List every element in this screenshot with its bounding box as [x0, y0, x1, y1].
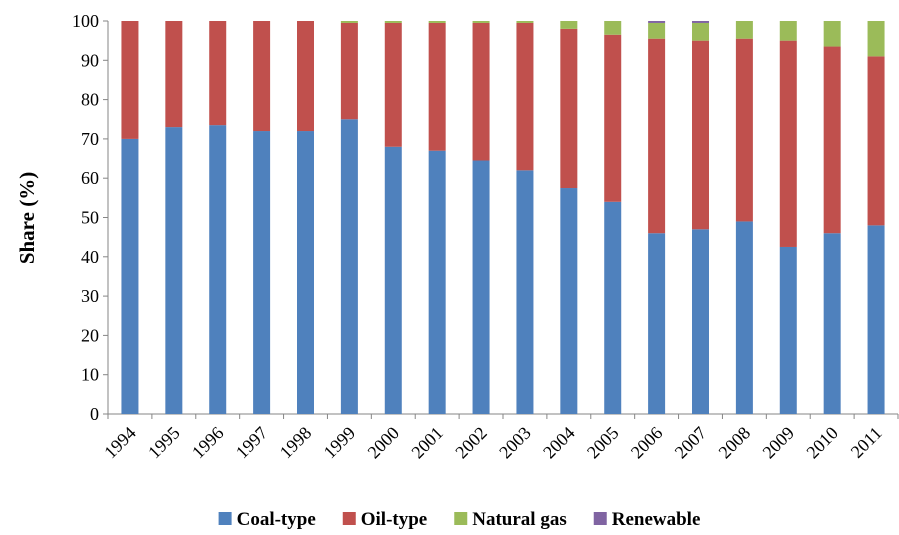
bar-segment-coal-type [384, 146, 402, 414]
bar-segment-oil-type [165, 21, 183, 128]
legend-swatch [218, 512, 232, 525]
bar-segment-natural-gas [472, 21, 490, 23]
bar-segment-oil-type [253, 21, 271, 132]
bar-segment-coal-type [253, 131, 271, 415]
bar-segment-oil-type [297, 21, 314, 132]
y-tick-label: 70 [81, 129, 99, 149]
bar-segment-coal-type [428, 150, 446, 414]
x-tick-label: 2008 [715, 423, 755, 463]
y-tick-label: 80 [81, 90, 99, 110]
x-tick-label: 2000 [364, 423, 404, 463]
bar-segment-oil-type [209, 21, 227, 126]
x-tick-label: 2002 [451, 423, 491, 463]
y-tick-label: 60 [81, 168, 99, 188]
bar-segment-natural-gas [735, 21, 753, 39]
bar-segment-oil-type [560, 28, 578, 189]
bar-segment-oil-type [384, 22, 402, 147]
legend-label: Natural gas [472, 509, 566, 530]
bar-segment-natural-gas [779, 21, 797, 41]
bar-segment-coal-type [823, 233, 841, 414]
x-tick-label: 1995 [144, 423, 184, 463]
bar-segment-coal-type [297, 131, 314, 415]
bar-segment-oil-type [867, 56, 885, 226]
bar-segment-coal-type [209, 125, 227, 415]
bar-segment-oil-type [604, 34, 622, 202]
legend-swatch [454, 512, 468, 525]
bar-segment-oil-type [472, 22, 490, 161]
bar-segment-natural-gas [516, 21, 534, 23]
bar-segment-oil-type [340, 22, 358, 120]
y-tick-label: 20 [81, 325, 99, 345]
x-tick-label: 2007 [671, 423, 711, 463]
bar-segment-renewable [692, 21, 709, 23]
x-axis-ticks: 1994 1995 1996 1997 1998 1999 2000 2001 2002 2003… [100, 414, 899, 463]
bar-segment-coal-type [867, 225, 885, 414]
bar-segment-natural-gas [648, 22, 666, 39]
bar-segment-oil-type [121, 21, 139, 139]
x-tick-label: 2004 [539, 423, 579, 463]
y-tick-label: 10 [81, 365, 99, 385]
y-tick-label: 0 [90, 404, 99, 424]
bar-segment-coal-type [340, 119, 358, 414]
x-tick-label: 1997 [232, 423, 272, 463]
bar-segment-coal-type [735, 221, 753, 414]
y-axis-ticks: 0 10 20 30 40 50 60 70 80 90 100 [72, 11, 108, 424]
bar-segment-oil-type [648, 38, 666, 234]
y-axis-title: Share (%) [15, 172, 39, 264]
x-tick-label: 2011 [847, 423, 886, 462]
bar-segment-natural-gas [867, 21, 885, 57]
y-tick-label: 50 [81, 208, 99, 228]
bar-segment-natural-gas [340, 21, 358, 23]
bar-segment-coal-type [648, 233, 666, 414]
bar-segment-natural-gas [604, 21, 622, 35]
bar-segment-coal-type [560, 188, 578, 414]
y-tick-label: 30 [81, 286, 99, 306]
bar-segment-coal-type [604, 201, 622, 414]
bar-segment-oil-type [735, 38, 753, 222]
bar-segment-coal-type [165, 127, 183, 415]
x-tick-label: 2001 [407, 423, 447, 463]
legend: Coal-type Oil-type Natural gas Renewable [218, 509, 701, 530]
y-tick-label: 40 [81, 247, 99, 267]
bar-segment-oil-type [823, 46, 841, 234]
x-tick-label: 2005 [583, 423, 623, 463]
bar-segment-coal-type [516, 170, 534, 414]
bar-segment-oil-type [516, 22, 534, 171]
bar-segment-natural-gas [384, 21, 402, 23]
legend-swatch [593, 512, 607, 525]
legend-label: Coal-type [237, 509, 316, 530]
y-tick-label: 90 [81, 50, 99, 70]
bar-segment-oil-type [428, 22, 446, 151]
bar-series [121, 21, 885, 415]
bar-segment-coal-type [692, 229, 709, 414]
y-tick-label: 100 [72, 11, 99, 31]
legend-swatch [342, 512, 356, 525]
x-tick-label: 1998 [276, 423, 316, 463]
bar-segment-natural-gas [428, 21, 446, 23]
bar-segment-oil-type [692, 40, 709, 230]
bar-segment-coal-type [472, 160, 490, 414]
legend-label: Renewable [612, 509, 701, 530]
x-tick-label: 1996 [188, 423, 228, 463]
bar-segment-natural-gas [823, 21, 841, 47]
bar-segment-coal-type [779, 246, 797, 414]
x-tick-label: 2006 [627, 423, 667, 463]
legend-label: Oil-type [361, 509, 428, 530]
x-tick-label: 2009 [759, 423, 799, 463]
bar-segment-renewable [648, 21, 666, 23]
x-tick-label: 2003 [495, 423, 535, 463]
bar-segment-natural-gas [560, 21, 578, 29]
x-tick-label: 1994 [100, 423, 140, 463]
bar-segment-coal-type [121, 138, 139, 414]
bar-segment-oil-type [779, 40, 797, 247]
x-tick-label: 1999 [320, 423, 360, 463]
bar-segment-natural-gas [692, 22, 709, 41]
x-tick-label: 2010 [802, 423, 842, 463]
